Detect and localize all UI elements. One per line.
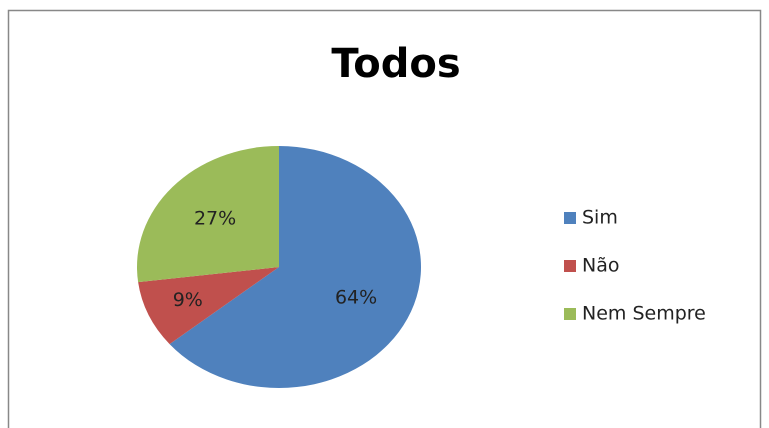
legend-label: Sim	[582, 207, 618, 229]
legend-swatch	[564, 260, 576, 272]
data-label: 27%	[194, 207, 236, 229]
legend-swatch	[564, 308, 576, 320]
legend-swatch	[564, 212, 576, 224]
pie-slice	[169, 146, 421, 388]
chart-title: Todos	[331, 41, 460, 87]
pie-slice	[136, 146, 279, 283]
legend-label: Nem Sempre	[582, 303, 706, 325]
pie-slice	[138, 267, 279, 345]
legend-label: Não	[582, 255, 619, 277]
data-label: 9%	[173, 289, 203, 311]
data-label: 64%	[335, 286, 377, 308]
